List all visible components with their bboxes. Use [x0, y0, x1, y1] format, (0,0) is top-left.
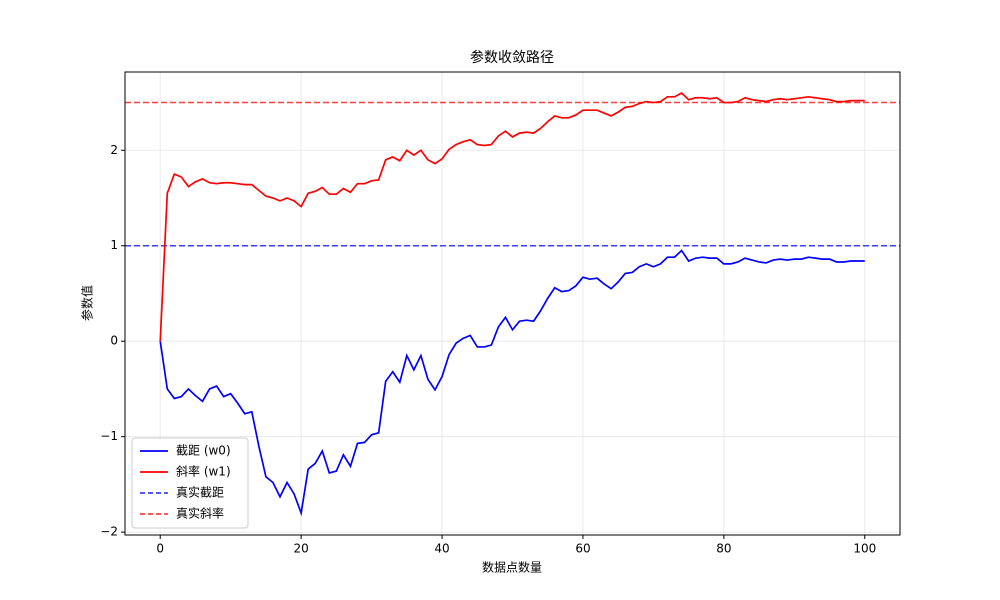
- y-axis-label: 参数值: [80, 285, 95, 321]
- y-tick-label: 0: [110, 334, 118, 348]
- legend-label: 真实斜率: [176, 506, 224, 521]
- legend-box: [131, 437, 249, 529]
- x-tick-label: 100: [853, 542, 876, 556]
- y-tick-label: −1: [100, 429, 118, 443]
- x-tick-label: 60: [575, 542, 590, 556]
- chart-title: 参数收敛路径: [470, 49, 554, 66]
- x-tick-label: 40: [434, 542, 449, 556]
- x-tick-label: 80: [716, 542, 731, 556]
- y-tick-label: 1: [110, 238, 118, 252]
- y-tick-label: −2: [100, 525, 118, 539]
- y-tick-label: 2: [110, 143, 118, 157]
- legend-label: 截距 (w0): [176, 444, 231, 458]
- series-line: [159, 91, 865, 342]
- x-tick-label: 0: [156, 542, 164, 556]
- x-tick-label: 20: [293, 542, 308, 556]
- series-line: [159, 249, 865, 517]
- legend-label: 真实截距: [176, 485, 224, 500]
- plot-frame: [124, 71, 901, 536]
- x-axis-label: 数据点数量: [482, 560, 542, 575]
- legend-label: 斜率 (w1): [176, 464, 231, 479]
